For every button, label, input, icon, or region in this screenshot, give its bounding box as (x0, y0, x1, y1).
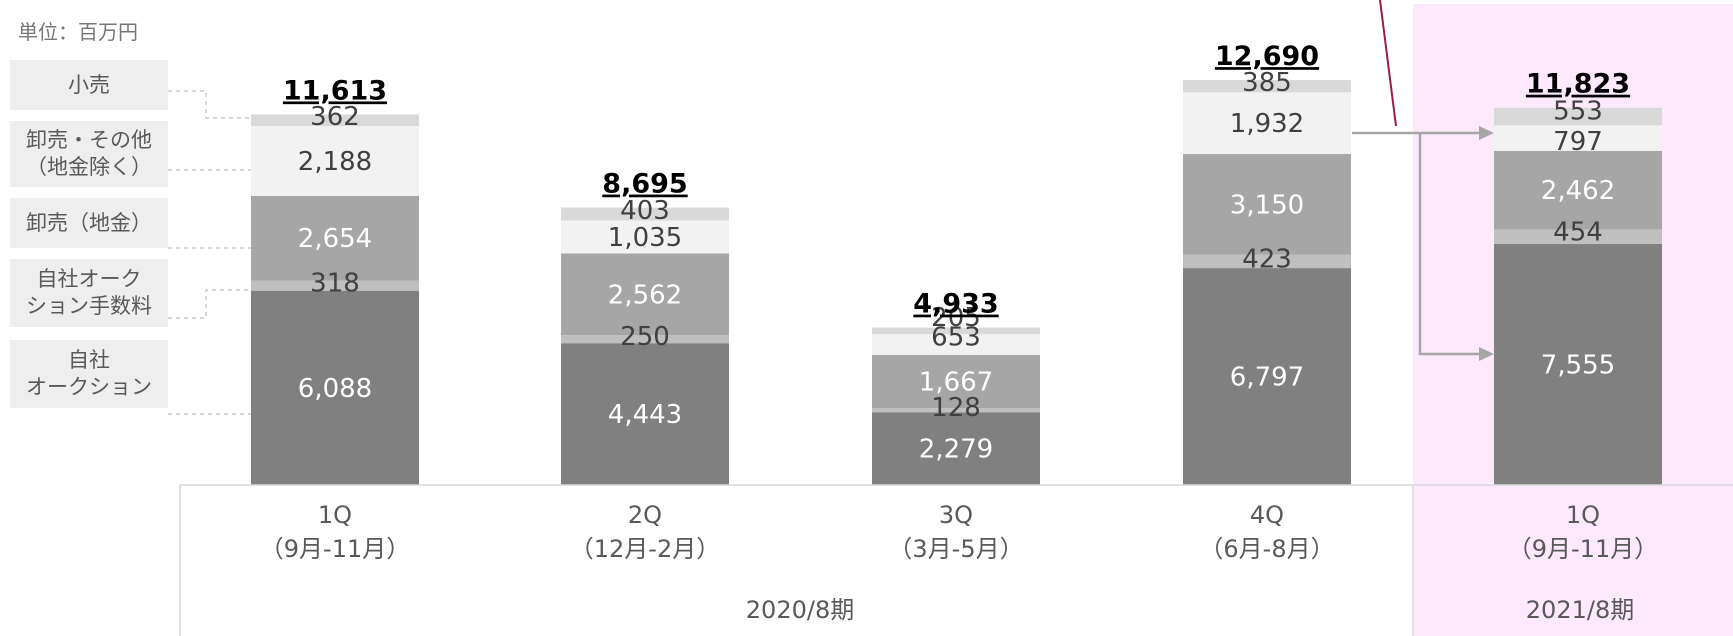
bar-segment-auction (1494, 243, 1662, 485)
category-label: 4Q （6月-8月） (1199, 501, 1335, 563)
data-label: 423 (1242, 244, 1292, 274)
data-label: 250 (620, 322, 670, 352)
bar-segment-retail (561, 207, 729, 221)
data-label: 6,797 (1230, 363, 1304, 393)
bar-segment-wholesale-bullion (1183, 154, 1351, 255)
legend-item-wholesale-other: 卸売・その他 （地金除く） (10, 121, 168, 187)
data-label: 2,654 (298, 224, 372, 254)
bar-segment-auction-fee (251, 280, 419, 291)
total-label: 11,613 (283, 75, 387, 106)
total-label: 4,933 (913, 289, 998, 320)
total-label: 12,690 (1215, 41, 1319, 72)
bar-segment-wholesale-other (561, 220, 729, 254)
total-label: 8,695 (602, 169, 687, 200)
callout-line (1379, 0, 1397, 127)
category-label: 2Q （12月-2月） (569, 501, 721, 563)
data-label: 1,667 (919, 368, 993, 398)
data-label: 553 (1553, 97, 1603, 127)
bar-segment-auction (1183, 268, 1351, 485)
data-label: 7,555 (1541, 350, 1615, 380)
data-label: 2,462 (1541, 176, 1615, 206)
arrow-head (1479, 126, 1494, 140)
data-label: 454 (1553, 218, 1603, 248)
bar-segment-wholesale-bullion (251, 195, 419, 281)
bar-segment-wholesale-bullion (872, 354, 1040, 409)
period-label-2020: 2020/8期 (745, 596, 855, 624)
data-label: 128 (931, 393, 981, 423)
bar-segment-wholesale-bullion (561, 253, 729, 336)
data-label: 2,562 (608, 280, 682, 310)
bar-segment-retail (251, 114, 419, 127)
data-label: 1,035 (608, 223, 682, 253)
legend-item-auction: 自社 オークション (10, 340, 168, 408)
bar-segment-wholesale-bullion (1494, 150, 1662, 230)
total-label: 11,823 (1526, 69, 1630, 100)
bar-segment-retail (1494, 107, 1662, 126)
data-label: 4,443 (608, 400, 682, 430)
data-label: 318 (310, 269, 360, 299)
bar-segment-auction-fee (872, 408, 1040, 413)
category-label: 3Q （3月-5月） (888, 501, 1024, 563)
bar-segment-auction (872, 412, 1040, 485)
legend-item-auction-fee: 自社オーク ション手数料 (10, 259, 168, 327)
data-label: 362 (310, 102, 360, 132)
legend-connector (168, 289, 251, 319)
data-label: 797 (1553, 127, 1603, 157)
bar-segment-wholesale-other (872, 334, 1040, 355)
data-label: 403 (620, 196, 670, 226)
unit-label: 単位：百万円 (18, 20, 138, 44)
bar-segment-auction (251, 290, 419, 485)
data-label: 2,279 (919, 435, 993, 465)
category-label: 1Q （9月-11月） (259, 501, 411, 563)
bar-segment-auction-fee (561, 335, 729, 344)
bar-segment-auction-fee (1183, 254, 1351, 269)
bar-segment-wholesale-other (1183, 92, 1351, 155)
bar-segment-wholesale-other (251, 126, 419, 196)
bar-segment-retail (872, 327, 1040, 335)
legend-item-retail: 小売 (10, 60, 168, 110)
arrow-head (1479, 347, 1494, 361)
legend-connector (168, 90, 251, 119)
legend-item-wholesale-bullion: 卸売（地金） (10, 198, 168, 248)
bar-segment-wholesale-other (1494, 125, 1662, 151)
data-label: 205 (931, 303, 981, 333)
arrow-line (1418, 133, 1482, 356)
data-label: 3,150 (1230, 190, 1304, 220)
bar-segment-auction (561, 343, 729, 485)
data-label: 6,088 (298, 374, 372, 404)
data-label: 1,932 (1230, 109, 1304, 139)
bar-segment-retail (1183, 80, 1351, 93)
data-label: 2,188 (298, 147, 372, 177)
data-label: 385 (1242, 68, 1292, 98)
data-label: 653 (931, 323, 981, 353)
category-label: 1Q （9月-11月） (1507, 501, 1659, 563)
bar-segment-auction-fee (1494, 229, 1662, 244)
period-label-2021: 2021/8期 (1525, 596, 1635, 624)
